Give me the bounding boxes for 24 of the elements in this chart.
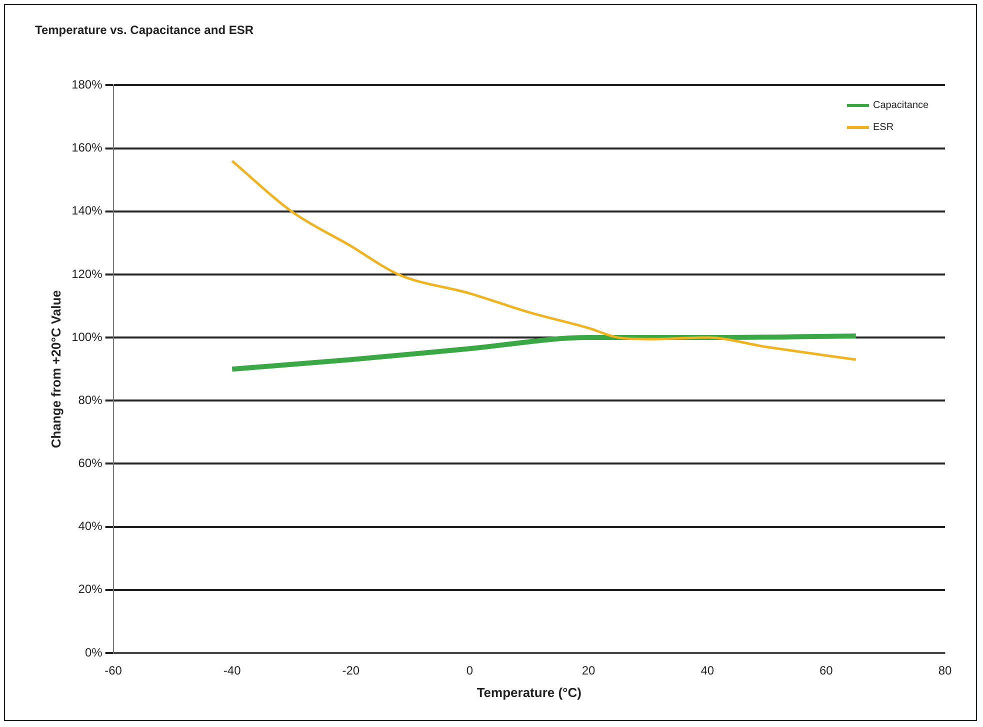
- x-tick-label: -20: [342, 664, 360, 678]
- y-tick-label: 160%: [72, 140, 103, 155]
- chart-title: Temperature vs. Capacitance and ESR: [35, 23, 254, 37]
- y-tick-label: 40%: [78, 519, 103, 534]
- y-axis-title: Change from +20°C Value: [48, 290, 64, 448]
- x-tick-label: -40: [223, 664, 242, 678]
- y-tick-label: 140%: [72, 204, 103, 218]
- x-tick-label: 20: [582, 664, 596, 678]
- x-tick-label: -60: [104, 664, 122, 678]
- legend-label: Capacitance: [873, 100, 929, 112]
- y-tick-label: 20%: [78, 582, 103, 596]
- line-series: [230, 160, 858, 361]
- x-tick-label: 0: [466, 664, 474, 678]
- y-tick-label: 60%: [78, 456, 103, 470]
- legend-label: ESR: [873, 122, 894, 134]
- y-tick-label: 0%: [84, 645, 103, 660]
- y-tick-label: 180%: [72, 78, 103, 92]
- x-tick-label: 80: [938, 664, 952, 678]
- y-tick-label: 80%: [78, 392, 103, 407]
- x-axis-title: Temperature (°C): [476, 684, 582, 700]
- x-tick-label: 40: [700, 664, 714, 678]
- y-tick-label: 100%: [72, 330, 103, 344]
- x-tick-label: 60: [820, 664, 834, 678]
- y-tick-label: 120%: [72, 266, 103, 281]
